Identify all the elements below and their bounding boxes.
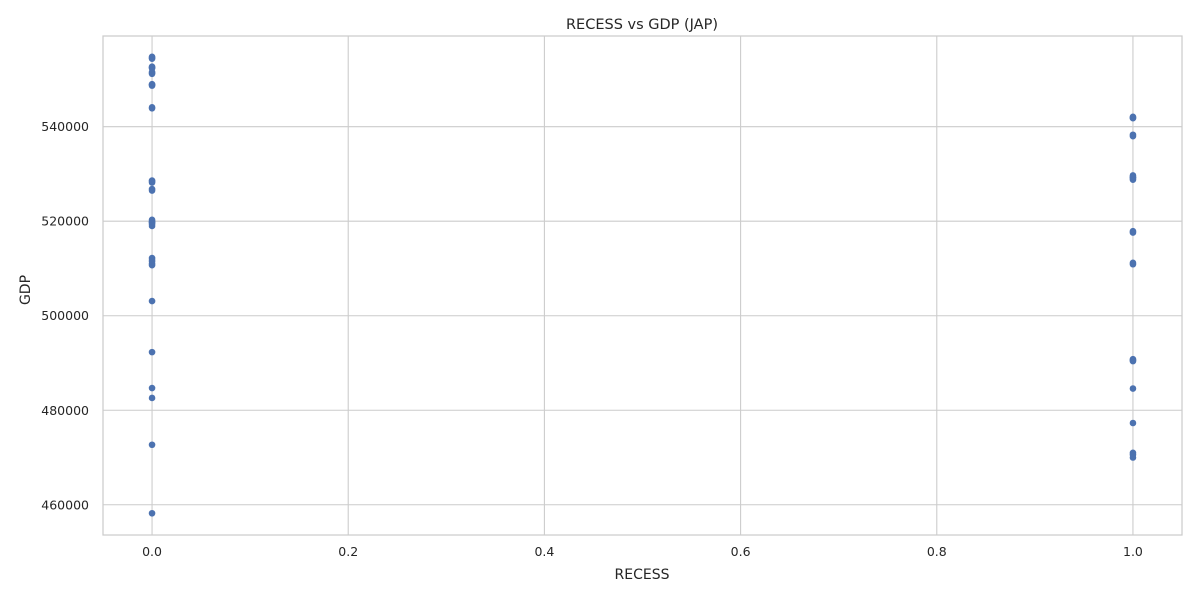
data-point <box>148 81 156 88</box>
data-point <box>1129 260 1137 268</box>
chart-title: RECESS vs GDP (JAP) <box>566 17 718 33</box>
y-axis-label: GDP <box>18 275 34 305</box>
data-point <box>148 178 156 185</box>
x-tick-label: 0.0 <box>142 544 162 559</box>
data-point <box>148 348 156 356</box>
plot-area <box>103 36 1182 535</box>
plot-frame <box>102 35 1183 536</box>
data-point <box>1129 132 1137 140</box>
x-tick-label: 0.4 <box>534 544 554 559</box>
data-point <box>1129 114 1137 122</box>
x-axis-label: RECESS <box>615 567 670 583</box>
data-point <box>148 509 156 517</box>
data-point <box>1129 454 1137 461</box>
data-point <box>148 441 156 449</box>
data-point <box>148 394 156 402</box>
x-axis-ticks: 0.0 0.2 0.4 0.6 0.8 1.0 <box>142 544 1143 559</box>
data-point <box>1129 229 1137 236</box>
data-point <box>148 384 156 392</box>
data-point <box>148 297 156 305</box>
y-tick-label: 520000 <box>41 214 89 229</box>
data-point <box>148 64 156 71</box>
x-tick-label: 0.6 <box>731 544 751 559</box>
data-point <box>148 261 156 269</box>
data-point <box>148 187 156 194</box>
x-tick-label: 0.8 <box>927 544 947 559</box>
x-tick-label: 1.0 <box>1123 544 1143 559</box>
data-point <box>1129 357 1137 365</box>
data-point <box>148 104 156 112</box>
y-tick-label: 540000 <box>41 119 89 134</box>
y-axis-ticks: 460000 480000 500000 520000 540000 <box>41 119 89 512</box>
y-tick-label: 500000 <box>41 308 89 323</box>
y-tick-label: 460000 <box>41 497 89 512</box>
x-tick-label: 0.2 <box>338 544 358 559</box>
data-point <box>148 54 156 62</box>
data-point <box>1129 385 1137 392</box>
data-point <box>1129 419 1137 427</box>
data-point <box>148 218 156 226</box>
data-point <box>1129 173 1137 181</box>
y-tick-label: 480000 <box>41 403 89 418</box>
data-points <box>148 53 1137 517</box>
data-point <box>148 69 156 77</box>
